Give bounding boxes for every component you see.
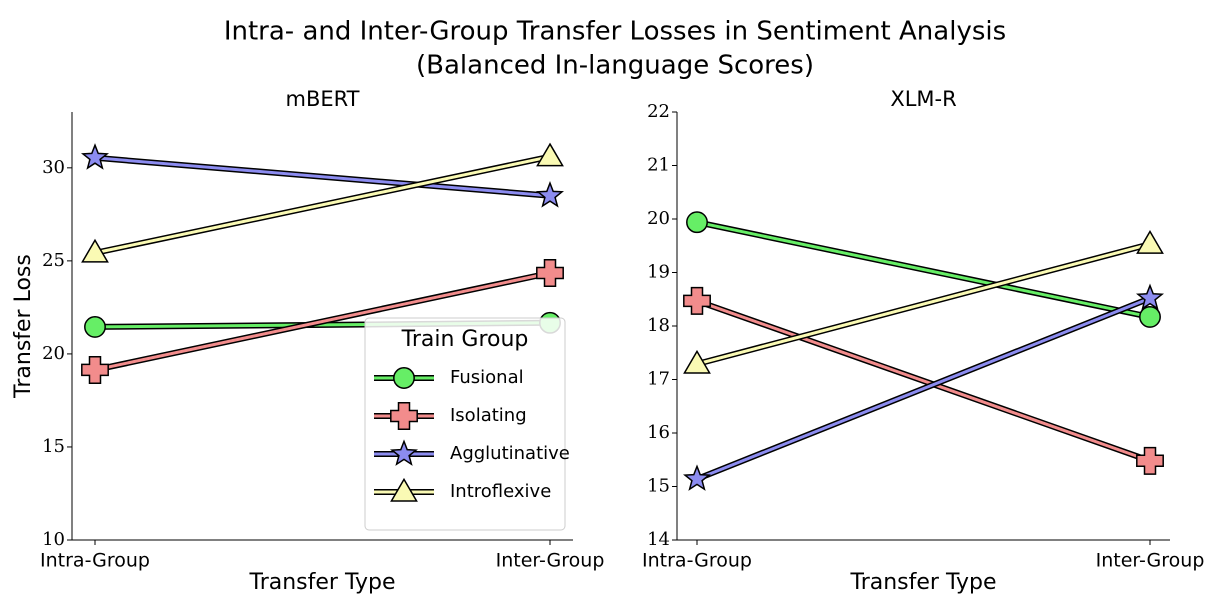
- y-tick-label: 20: [42, 343, 65, 364]
- legend-label: Introflexive: [450, 481, 551, 502]
- legend-marker: [390, 439, 418, 466]
- y-tick-label: 15: [42, 436, 65, 457]
- legend-label: Isolating: [450, 405, 527, 426]
- line: [696, 242, 1151, 366]
- y-tick-label: 18: [647, 315, 670, 336]
- line: [94, 156, 551, 198]
- figure-title: Intra- and Inter-Group Transfer Losses i…: [224, 17, 1006, 47]
- chart-title: XLM-R: [890, 87, 956, 111]
- y-tick-label: 14: [647, 529, 670, 550]
- marker: [80, 143, 110, 170]
- y-tick-label: 25: [42, 250, 65, 271]
- marker: [1136, 230, 1164, 254]
- marker: [536, 258, 564, 287]
- marker: [683, 464, 711, 491]
- legend-marker: [390, 402, 418, 430]
- legend-label: Agglutinative: [450, 443, 570, 464]
- marker: [683, 349, 711, 374]
- x-tick-label: Inter-Group: [496, 550, 605, 572]
- line: [696, 296, 1151, 481]
- marker: [683, 286, 711, 315]
- marker: [81, 355, 109, 384]
- line: [94, 271, 551, 372]
- marker: [1136, 446, 1164, 475]
- y-tick-label: 17: [647, 369, 670, 390]
- y-tick-label: 16: [647, 422, 670, 443]
- y-tick-label: 30: [42, 157, 65, 178]
- figure-subtitle: (Balanced In-language Scores): [416, 51, 814, 81]
- line: [696, 220, 1151, 319]
- y-tick-label: 20: [647, 208, 670, 229]
- y-axis-label: Transfer Loss: [11, 254, 36, 399]
- x-axis-label: Transfer Type: [850, 570, 997, 595]
- legend-marker: [393, 367, 415, 389]
- x-tick-label: Intra-Group: [40, 550, 150, 572]
- legend-label: Fusional: [450, 367, 524, 388]
- y-tick-label: 21: [647, 155, 670, 176]
- legend-marker: [390, 477, 418, 502]
- marker: [535, 181, 565, 208]
- marker: [84, 315, 106, 338]
- legend-title: Train Group: [401, 327, 529, 352]
- y-tick-label: 15: [647, 476, 670, 497]
- x-axis-label: Transfer Type: [249, 570, 396, 595]
- x-tick-label: Intra-Group: [642, 550, 752, 572]
- marker: [81, 238, 109, 263]
- y-tick-label: 10: [42, 529, 65, 550]
- y-tick-label: 19: [647, 262, 670, 283]
- x-tick-label: Inter-Group: [1096, 550, 1205, 572]
- line: [94, 155, 551, 255]
- marker: [1135, 283, 1165, 311]
- marker: [686, 211, 708, 234]
- marker: [536, 142, 564, 167]
- legend-box: [364, 317, 566, 531]
- chart-title: mBERT: [285, 87, 359, 111]
- line: [696, 299, 1151, 463]
- marker: [1139, 305, 1161, 328]
- y-tick-label: 22: [647, 101, 670, 122]
